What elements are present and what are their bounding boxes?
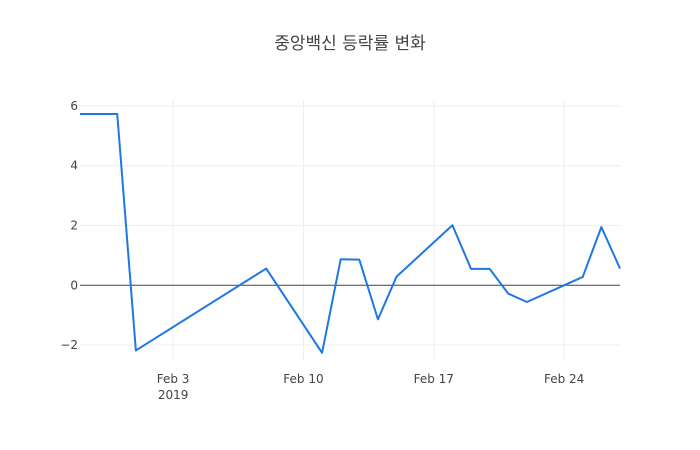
chart-title: 중앙백신 등락률 변화 (274, 34, 426, 54)
tick-labels: Feb 3 2019 Feb 10 Feb 17 Feb 24 −2 0 2 4 6 (60, 99, 584, 402)
y-tick-label: −2 (60, 338, 78, 352)
y-tick-label: 6 (70, 99, 78, 113)
y-tick-label: 4 (70, 159, 78, 173)
x-tick-label: Feb 17 (414, 372, 454, 386)
x-tick-sublabel: 2019 (158, 388, 189, 402)
x-tick-label: Feb 3 (157, 372, 190, 386)
y-tick-label: 0 (70, 278, 78, 292)
series-line (80, 113, 621, 354)
y-tick-label: 2 (70, 219, 78, 233)
x-tick-label: Feb 24 (544, 372, 584, 386)
series-group (80, 113, 621, 354)
grid (80, 100, 620, 360)
x-tick-label: Feb 10 (283, 372, 323, 386)
